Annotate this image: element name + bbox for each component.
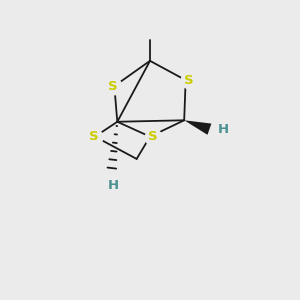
Text: S: S bbox=[148, 130, 158, 143]
Text: H: H bbox=[218, 123, 229, 136]
Text: H: H bbox=[107, 179, 118, 192]
Text: S: S bbox=[108, 80, 118, 93]
Text: S: S bbox=[89, 130, 98, 143]
Text: S: S bbox=[184, 74, 194, 87]
Polygon shape bbox=[184, 120, 211, 135]
